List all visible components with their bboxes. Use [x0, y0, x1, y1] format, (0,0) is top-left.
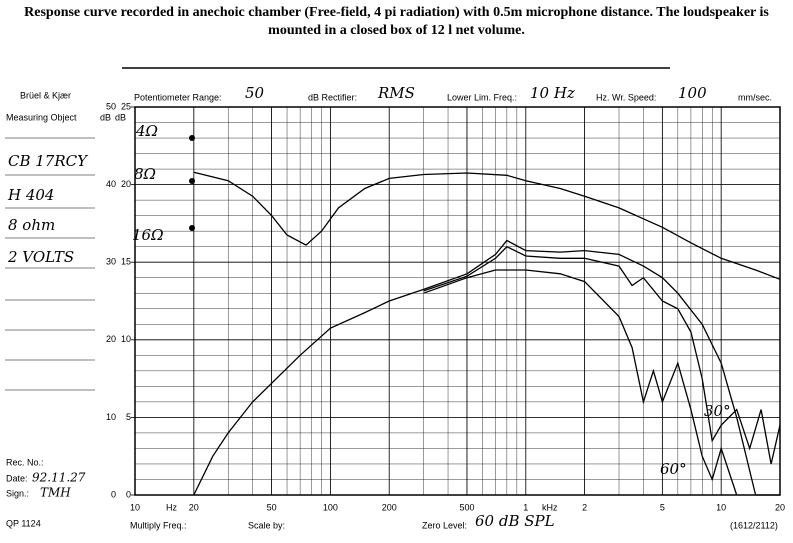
x-unit: kHz — [542, 502, 558, 512]
x-tick-label: 100 — [323, 502, 338, 512]
label: Rec. No.: — [6, 457, 44, 467]
y2-label: dB — [115, 112, 126, 122]
x-tick-label: 20 — [189, 502, 199, 512]
object-line: 2 VOLTS — [7, 248, 74, 266]
x-tick-label: 10 — [130, 502, 140, 512]
y-label: dB — [100, 112, 111, 122]
label: Potentiometer Range: — [134, 92, 222, 102]
annotation: 30° — [704, 402, 731, 420]
x-tick-label: 1 — [523, 502, 528, 512]
brand: Brüel & Kjær — [20, 90, 71, 100]
value: 100 — [678, 84, 707, 102]
value: 50 — [245, 84, 265, 102]
y-tick-label: 30 — [106, 257, 116, 267]
annotation: 8Ω — [134, 165, 156, 183]
curve — [193, 171, 781, 280]
annotation: 16Ω — [132, 226, 164, 244]
x-tick-label: 20 — [775, 502, 785, 512]
label: Sign.: — [6, 488, 29, 498]
y-tick-label: 40 — [106, 179, 116, 189]
y2-tick-label: 0 — [126, 489, 131, 499]
label: mm/sec. — [738, 92, 772, 102]
date: 92.11.27 — [32, 471, 86, 485]
y2-tick-label: 25 — [121, 101, 131, 111]
y-tick-label: 50 — [106, 101, 116, 111]
label: Lower Lim. Freq.: — [447, 92, 517, 102]
x-tick-label: 500 — [459, 502, 474, 512]
curve — [193, 239, 780, 496]
x-tick-label: 200 — [382, 502, 397, 512]
label: dB Rectifier: — [308, 92, 357, 102]
y-tick-label: 0 — [111, 489, 116, 499]
y2-tick-label: 5 — [126, 412, 131, 422]
value: 10 Hz — [530, 84, 575, 102]
curve — [423, 245, 781, 465]
label: Measuring Object — [6, 112, 77, 122]
x-tick-label: 2 — [582, 502, 587, 512]
x-tick-label: 50 — [267, 502, 277, 512]
chart-title: Response curve recorded in anechoic cham… — [24, 5, 769, 38]
label: Scale by: — [248, 520, 285, 530]
y2-tick-label: 20 — [121, 179, 131, 189]
x-unit: Hz — [166, 502, 177, 512]
label: Multiply Freq.: — [130, 520, 187, 530]
object-line: H 404 — [7, 186, 54, 204]
y-tick-label: 20 — [106, 334, 116, 344]
annotation: 60° — [660, 460, 687, 478]
object-line: 8 ohm — [8, 216, 55, 234]
object-line: CB 17RCY — [8, 152, 89, 170]
y2-tick-label: 15 — [121, 257, 131, 267]
label: Date: — [6, 473, 28, 483]
x-tick-label: 10 — [716, 502, 726, 512]
x-tick-label: 5 — [660, 502, 665, 512]
sign: TMH — [40, 486, 71, 500]
curve — [423, 269, 738, 496]
label: Hz. Wr. Speed: — [596, 92, 656, 102]
y-tick-label: 10 — [106, 412, 116, 422]
form-code: QP 1124 — [6, 518, 41, 528]
value: 60 dB SPL — [475, 512, 555, 530]
value: RMS — [377, 84, 415, 102]
label: Zero Level: — [422, 520, 467, 530]
y2-tick-label: 10 — [121, 334, 131, 344]
code: (1612/2112) — [730, 520, 778, 530]
annotation: 4Ω — [135, 122, 158, 140]
form-lines — [5, 137, 95, 391]
